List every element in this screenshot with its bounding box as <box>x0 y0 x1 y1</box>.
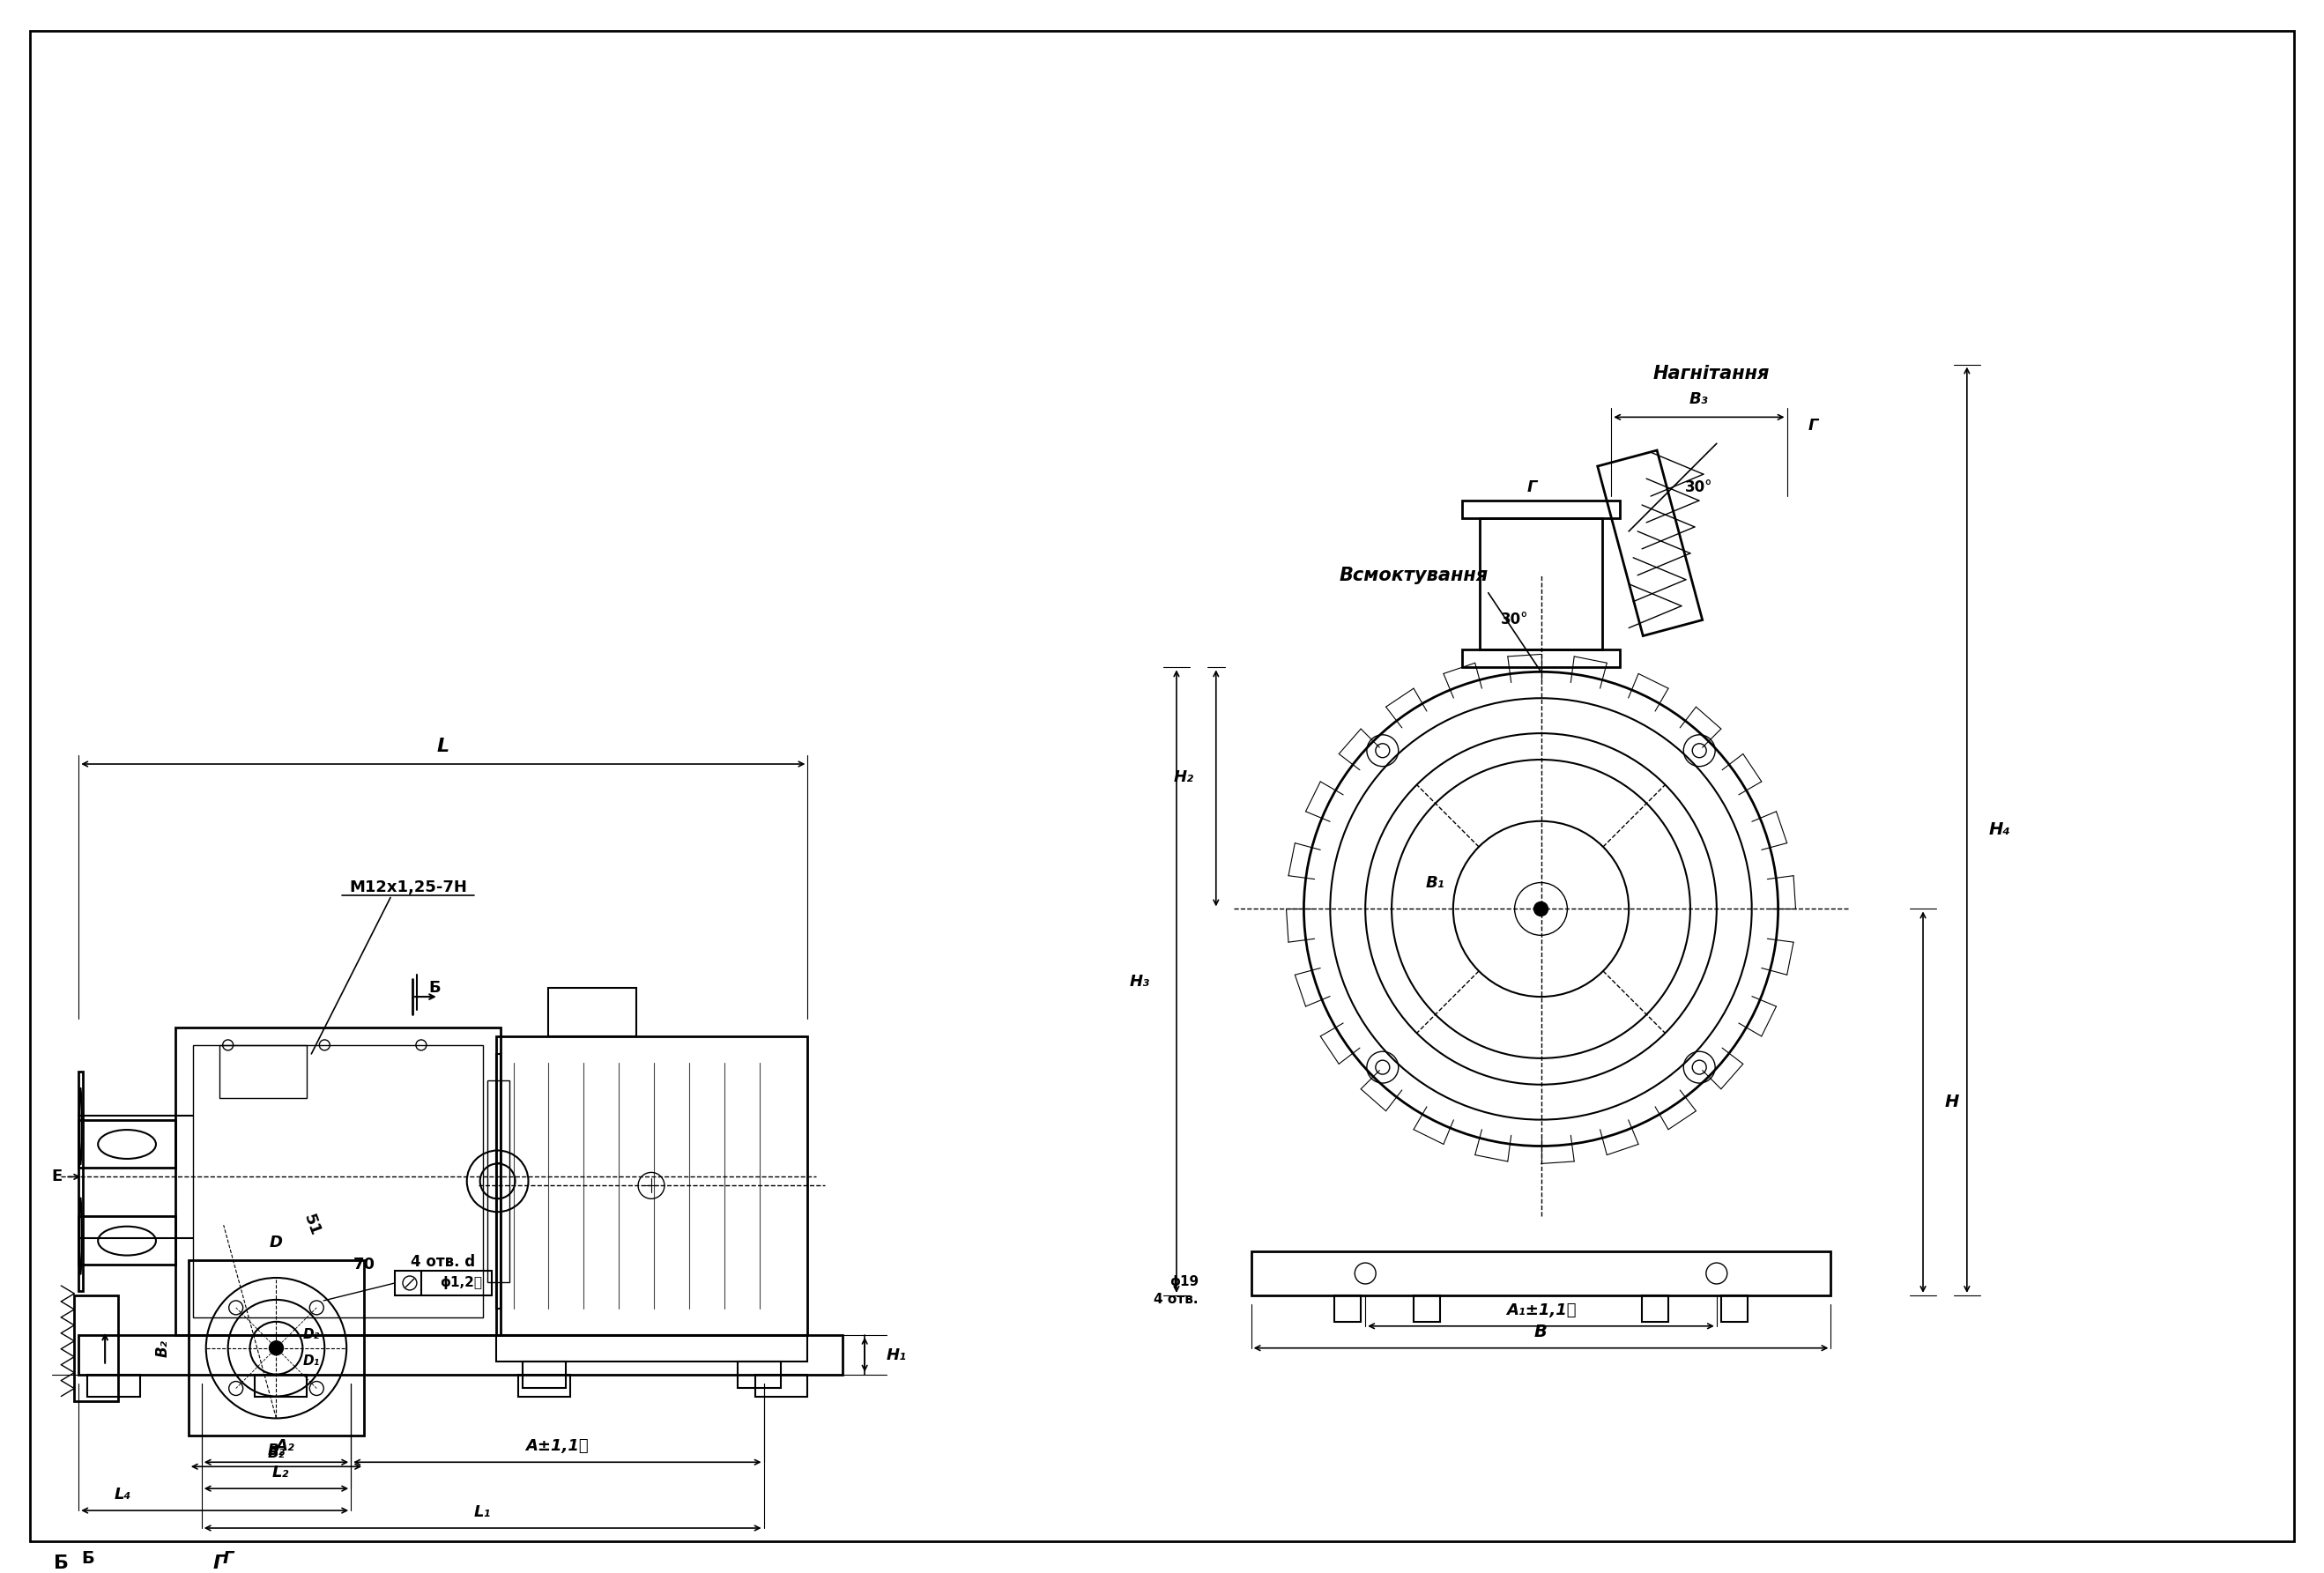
Text: Е: Е <box>51 1169 63 1184</box>
Circle shape <box>1534 901 1548 915</box>
Bar <box>495 1054 500 1309</box>
Bar <box>548 988 637 1037</box>
Text: В₂: В₂ <box>267 1446 286 1461</box>
Text: 4 отв.: 4 отв. <box>1155 1293 1199 1306</box>
Bar <box>1250 1252 1831 1295</box>
Bar <box>1480 518 1604 650</box>
Bar <box>488 1081 509 1282</box>
Bar <box>188 1260 365 1436</box>
Bar <box>755 1375 809 1397</box>
Bar <box>1643 1295 1669 1321</box>
Text: Б: Б <box>53 1554 70 1571</box>
Text: H₃: H₃ <box>1129 974 1150 989</box>
Text: 30°: 30° <box>1501 612 1529 628</box>
Bar <box>74 1295 119 1400</box>
Text: A±1,1Ⓜ: A±1,1Ⓜ <box>525 1438 588 1455</box>
Text: Г: Г <box>1808 418 1817 434</box>
Text: 4 отв. d: 4 отв. d <box>411 1254 476 1269</box>
Text: В₁: В₁ <box>1427 875 1446 890</box>
Bar <box>1597 450 1703 635</box>
Text: Б: Б <box>81 1551 93 1567</box>
Bar <box>88 1375 139 1397</box>
Bar <box>523 1361 567 1387</box>
Text: H₁: H₁ <box>888 1346 906 1362</box>
Text: В₂: В₂ <box>267 1442 286 1458</box>
Bar <box>1413 1295 1441 1321</box>
Bar <box>495 1335 809 1361</box>
Text: ϕ1,2Ⓜ: ϕ1,2Ⓜ <box>439 1276 481 1290</box>
Bar <box>1722 1295 1748 1321</box>
Text: H₄: H₄ <box>1989 821 2010 838</box>
Text: В₂: В₂ <box>156 1339 172 1357</box>
Text: Г: Г <box>223 1551 232 1567</box>
Bar <box>518 1375 569 1397</box>
Text: Б: Б <box>428 980 439 996</box>
Text: L₄: L₄ <box>114 1486 130 1502</box>
Circle shape <box>270 1342 284 1354</box>
Text: ϕ19: ϕ19 <box>1169 1276 1199 1288</box>
Bar <box>79 1071 84 1291</box>
Text: Всмоктування: Всмоктування <box>1339 566 1487 584</box>
Text: Г: Г <box>1527 480 1536 495</box>
Text: H₂: H₂ <box>1174 769 1195 785</box>
Text: Нагнітання: Нагнітання <box>1652 365 1769 382</box>
Bar <box>218 1044 307 1098</box>
Text: H: H <box>1945 1093 1959 1111</box>
Bar <box>174 1027 500 1335</box>
Bar <box>253 1375 307 1397</box>
Text: L: L <box>437 738 449 755</box>
Bar <box>495 1037 809 1335</box>
Text: L₂: L₂ <box>272 1464 288 1480</box>
Text: 70: 70 <box>353 1257 374 1273</box>
Bar <box>737 1361 781 1387</box>
Text: D₂: D₂ <box>302 1328 321 1342</box>
Text: A₂: A₂ <box>277 1438 295 1455</box>
Bar <box>193 1044 483 1317</box>
Text: В₃: В₃ <box>1690 392 1708 407</box>
Bar <box>79 1120 174 1169</box>
Text: A₁±1,1Ⓜ: A₁±1,1Ⓜ <box>1506 1302 1576 1318</box>
Text: 30°: 30° <box>1685 480 1713 495</box>
Bar <box>1334 1295 1362 1321</box>
Bar <box>395 1271 490 1295</box>
Bar <box>79 1216 174 1265</box>
Text: В: В <box>1534 1324 1548 1340</box>
Bar <box>1462 500 1620 518</box>
Bar <box>79 1335 844 1375</box>
Text: Г: Г <box>214 1554 225 1571</box>
Text: L₁: L₁ <box>474 1504 490 1520</box>
Text: D₁: D₁ <box>302 1354 321 1369</box>
Text: М12х1,25-7Н: М12х1,25-7Н <box>349 879 467 895</box>
Text: 51: 51 <box>300 1213 323 1238</box>
Bar <box>1462 650 1620 667</box>
Text: D: D <box>270 1235 284 1251</box>
